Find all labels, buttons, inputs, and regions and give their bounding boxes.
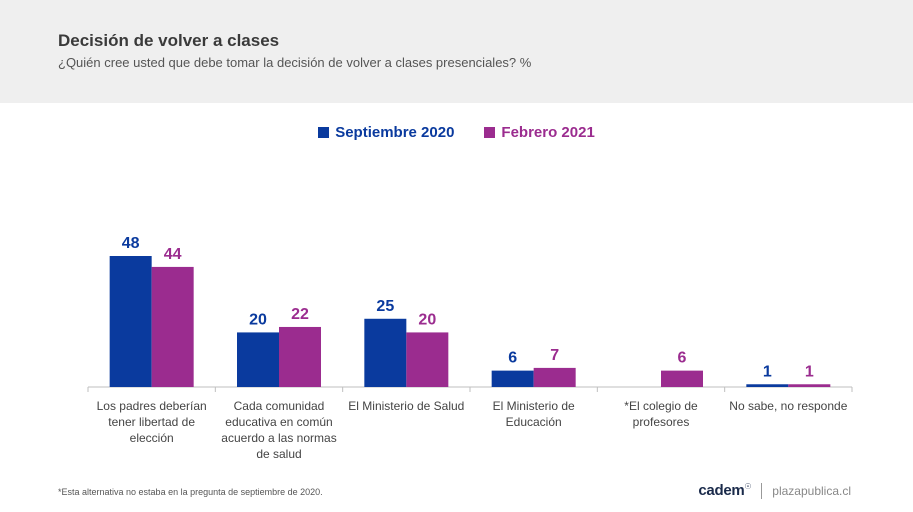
category-label: Educación [506, 415, 562, 429]
data-label: 20 [418, 311, 436, 328]
category-label: No sabe, no responde [729, 399, 847, 413]
category-label: Cada comunidad [234, 399, 325, 413]
brand-divider [761, 482, 763, 499]
category-label: Los padres deberían [97, 399, 207, 413]
data-label: 48 [122, 235, 140, 252]
header-band [0, 0, 913, 103]
data-label: 6 [678, 350, 687, 367]
data-label: 1 [763, 363, 772, 380]
page-title: Decisión de volver a clases [58, 31, 280, 50]
legend-swatch-series-2 [484, 127, 496, 138]
chart-legend: Septiembre 2020 Febrero 2021 [0, 124, 913, 141]
bar-septiembre-2020 [109, 256, 152, 387]
data-label: 22 [291, 306, 309, 323]
category-label: acuerdo a las normas [221, 431, 336, 445]
category-label: El Ministerio de [493, 399, 575, 413]
bar-febrero-2021 [406, 332, 449, 387]
bar-septiembre-2020 [746, 384, 789, 387]
bar-febrero-2021 [151, 266, 194, 387]
bar-septiembre-2020 [491, 370, 534, 387]
category-label: profesores [633, 415, 690, 429]
category-label: *El colegio de [624, 399, 698, 413]
data-label: 6 [508, 350, 517, 367]
data-label: 44 [164, 246, 182, 263]
legend-swatch-series-1 [318, 127, 330, 138]
data-label: 1 [805, 363, 814, 380]
data-label: 25 [376, 298, 394, 315]
cadem-logo: cadem☉ [698, 482, 752, 499]
bar-septiembre-2020 [237, 332, 279, 387]
data-label: 20 [249, 311, 267, 328]
footnote: *Esta alternativa no estaba en la pregun… [58, 487, 323, 497]
brand-footer: cadem☉ plazapublica.cl [698, 482, 851, 499]
category-label: El Ministerio de Salud [348, 399, 464, 413]
legend-label-series-2: Febrero 2021 [501, 124, 595, 141]
bar-febrero-2021 [788, 384, 831, 387]
legend-item-series-2: Febrero 2021 [484, 124, 595, 141]
data-label: 7 [550, 347, 559, 364]
bar-febrero-2021 [661, 370, 703, 387]
brand-site: plazapublica.cl [772, 483, 851, 498]
category-label: tener libertad de [108, 415, 195, 429]
bar-febrero-2021 [533, 367, 576, 387]
legend-label-series-1: Septiembre 2020 [335, 124, 455, 141]
category-label: educativa en común [225, 415, 332, 429]
category-label: elección [130, 431, 174, 445]
category-label: de salud [256, 447, 301, 461]
bar-febrero-2021 [279, 326, 321, 387]
page-subtitle: ¿Quién cree usted que debe tomar la deci… [58, 55, 532, 70]
legend-item-series-1: Septiembre 2020 [318, 124, 454, 141]
bar-septiembre-2020 [364, 318, 407, 387]
